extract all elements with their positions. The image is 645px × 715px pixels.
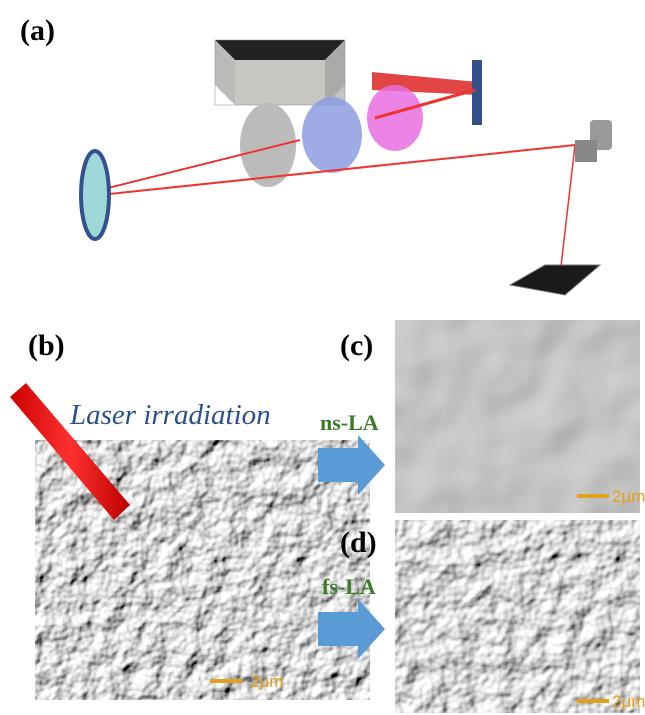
scale-label: 2μm <box>612 692 645 711</box>
panel-label: (b) <box>28 329 65 362</box>
panel-label: (c) <box>340 329 373 362</box>
scale-label: 2μm <box>612 487 645 506</box>
process-label: ns-LA <box>320 410 379 435</box>
scale-bar <box>577 494 609 498</box>
panel-label: (a) <box>20 14 55 47</box>
panel-label: (d) <box>340 526 377 559</box>
setup <box>81 40 612 295</box>
scale-bar <box>577 699 609 703</box>
figure: 2μm 2μm 2μm (a) (b) (c) (d) Laser irradi… <box>0 0 645 715</box>
scale-label: 2μm <box>250 672 283 691</box>
annotation: Laser irradiation <box>69 399 271 431</box>
process-label: fs-LA <box>322 574 376 599</box>
scale-bar <box>210 679 242 683</box>
sem-image <box>395 520 640 713</box>
sem-image <box>395 320 640 513</box>
